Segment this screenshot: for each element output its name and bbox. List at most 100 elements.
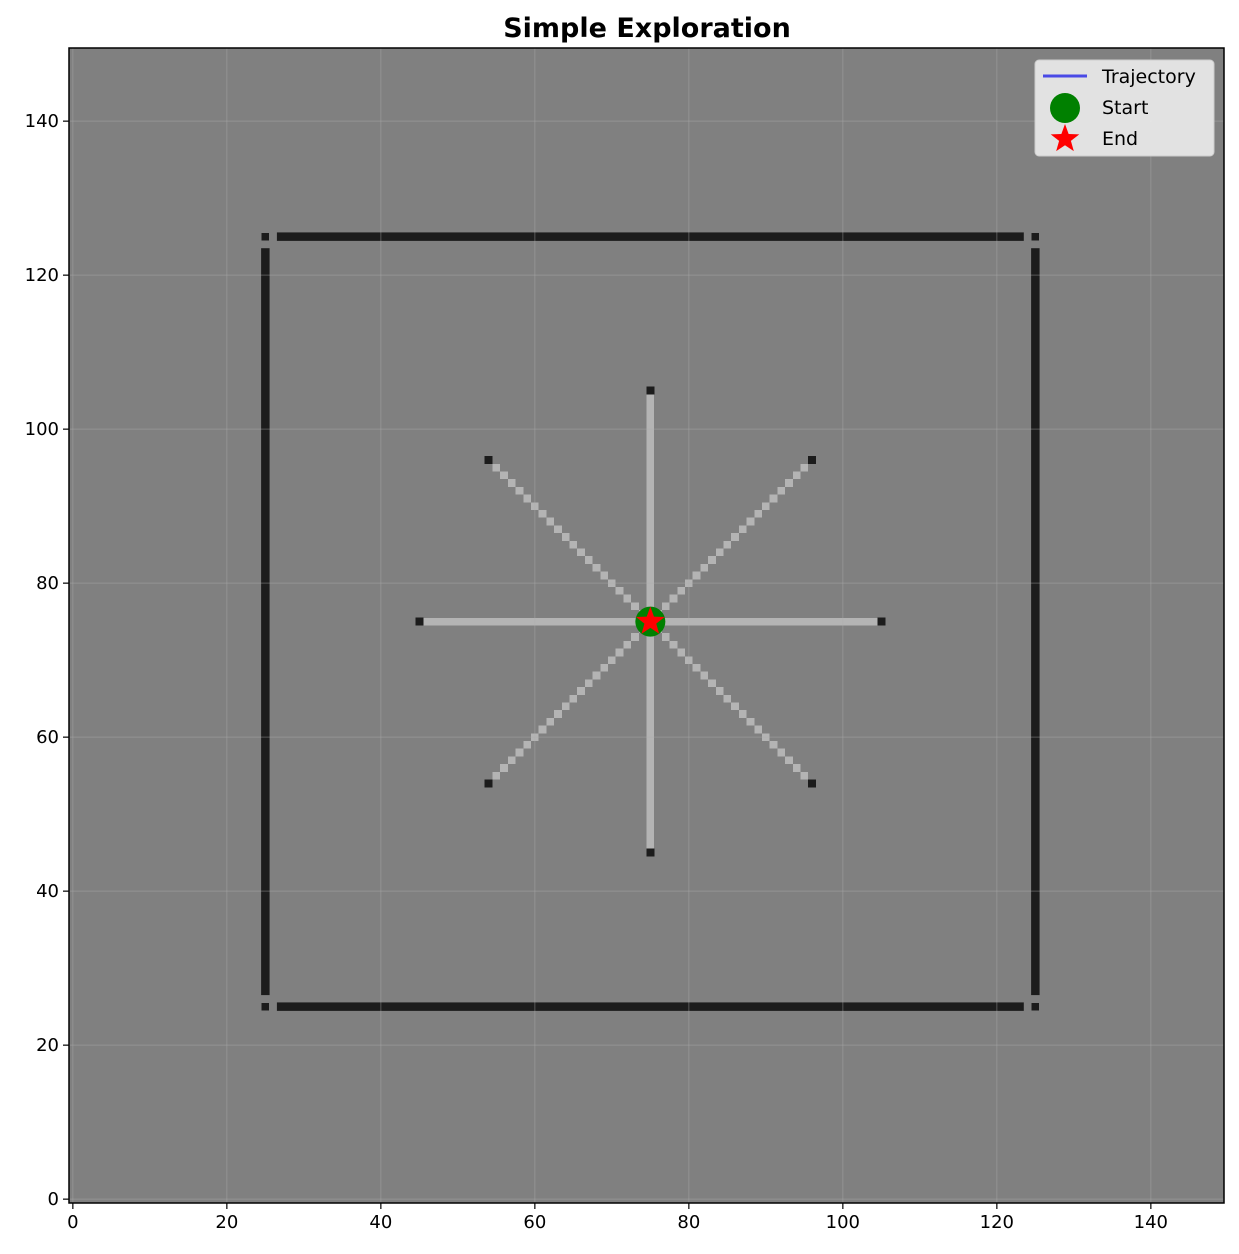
free-cell — [646, 702, 655, 711]
free-cell — [646, 471, 655, 480]
free-cell — [507, 617, 516, 626]
x-tick-label: 140 — [1134, 1212, 1168, 1233]
free-cell — [646, 633, 655, 641]
free-cell — [746, 517, 755, 526]
free-cell — [708, 679, 716, 688]
free-cell — [646, 602, 655, 611]
free-cell — [738, 710, 747, 718]
plot-area — [68, 47, 1225, 1204]
end-marker — [636, 606, 665, 634]
free-cell — [592, 617, 601, 626]
free-cell — [600, 664, 608, 672]
free-cell — [731, 617, 739, 626]
ray-endpoint — [808, 779, 817, 788]
free-cell — [600, 571, 608, 580]
free-cell — [661, 617, 670, 626]
free-cell — [646, 725, 655, 734]
free-cell — [661, 602, 670, 611]
ray-endpoint — [484, 779, 493, 788]
free-cell — [554, 617, 562, 626]
free-cell — [577, 617, 585, 626]
free-cell — [615, 587, 624, 595]
free-cell — [623, 594, 632, 603]
free-cell — [661, 633, 670, 641]
free-cell — [515, 748, 524, 757]
free-cell — [731, 533, 739, 541]
y-tick-label: 140 — [25, 111, 59, 132]
free-cell — [700, 671, 709, 680]
free-cell — [785, 479, 793, 487]
free-cell — [492, 463, 501, 472]
free-cell — [800, 617, 809, 626]
legend-start-label: Start — [1102, 97, 1148, 119]
free-cell — [808, 617, 816, 626]
free-cell — [646, 486, 655, 495]
free-cell — [646, 656, 655, 664]
free-cell — [546, 517, 555, 526]
free-cell — [685, 656, 693, 664]
free-cell — [815, 617, 824, 626]
free-cell — [531, 617, 539, 626]
free-cell — [685, 617, 693, 626]
wall-bottom — [276, 1002, 1024, 1011]
ray-endpoint — [415, 617, 424, 626]
free-cell — [592, 671, 601, 680]
y-tick-label: 60 — [36, 727, 59, 748]
free-cell — [646, 664, 655, 672]
chart-title: Simple Exploration — [503, 13, 791, 44]
free-cell — [646, 417, 655, 426]
grid-lines — [69, 48, 1224, 1203]
free-cell — [800, 771, 809, 780]
legend-end-swatch — [1050, 124, 1080, 152]
free-cell — [646, 456, 655, 464]
free-cell — [646, 710, 655, 718]
free-cell — [523, 617, 531, 626]
free-cell — [723, 694, 732, 703]
free-cell — [646, 833, 655, 842]
free-cell — [839, 617, 847, 626]
free-cell — [646, 841, 655, 849]
free-cell — [515, 486, 524, 495]
free-cell — [692, 664, 701, 672]
free-cell — [646, 694, 655, 703]
free-cell — [592, 563, 601, 572]
free-cell — [646, 756, 655, 765]
free-cell — [561, 617, 570, 626]
ray-endpoint — [646, 386, 655, 395]
ray-endpoint — [877, 617, 886, 626]
free-cell — [769, 494, 778, 503]
free-cell — [500, 617, 508, 626]
free-cell — [777, 486, 786, 495]
free-cell — [746, 717, 755, 726]
free-cell — [646, 525, 655, 534]
free-cell — [646, 394, 655, 403]
free-cell — [646, 648, 655, 657]
wall-corner — [261, 232, 270, 241]
free-cell — [546, 717, 555, 726]
free-cell — [646, 433, 655, 441]
wall-corner — [1031, 1002, 1040, 1011]
free-cell — [677, 587, 685, 595]
free-cell — [561, 533, 570, 541]
axes: 0 20 40 60 80 100 120 140 0 20 40 60 80 100 120 140 — [25, 111, 1168, 1233]
free-cell — [723, 540, 732, 549]
free-cell — [584, 679, 593, 688]
free-cell — [792, 617, 801, 626]
free-cell — [646, 571, 655, 580]
free-cell — [531, 502, 539, 510]
free-cell — [438, 617, 447, 626]
free-cell — [762, 502, 770, 510]
free-cell — [623, 640, 632, 649]
free-cell — [577, 687, 585, 695]
free-cell — [600, 617, 608, 626]
free-cell — [646, 802, 655, 811]
free-ray — [423, 617, 655, 626]
wall-left — [261, 248, 270, 996]
free-cell — [584, 556, 593, 564]
free-cell — [738, 525, 747, 534]
free-cell — [777, 617, 786, 626]
free-cell — [646, 533, 655, 541]
free-cell — [646, 409, 655, 418]
plot-frame — [68, 47, 1225, 1204]
x-tick-label: 120 — [980, 1212, 1014, 1233]
